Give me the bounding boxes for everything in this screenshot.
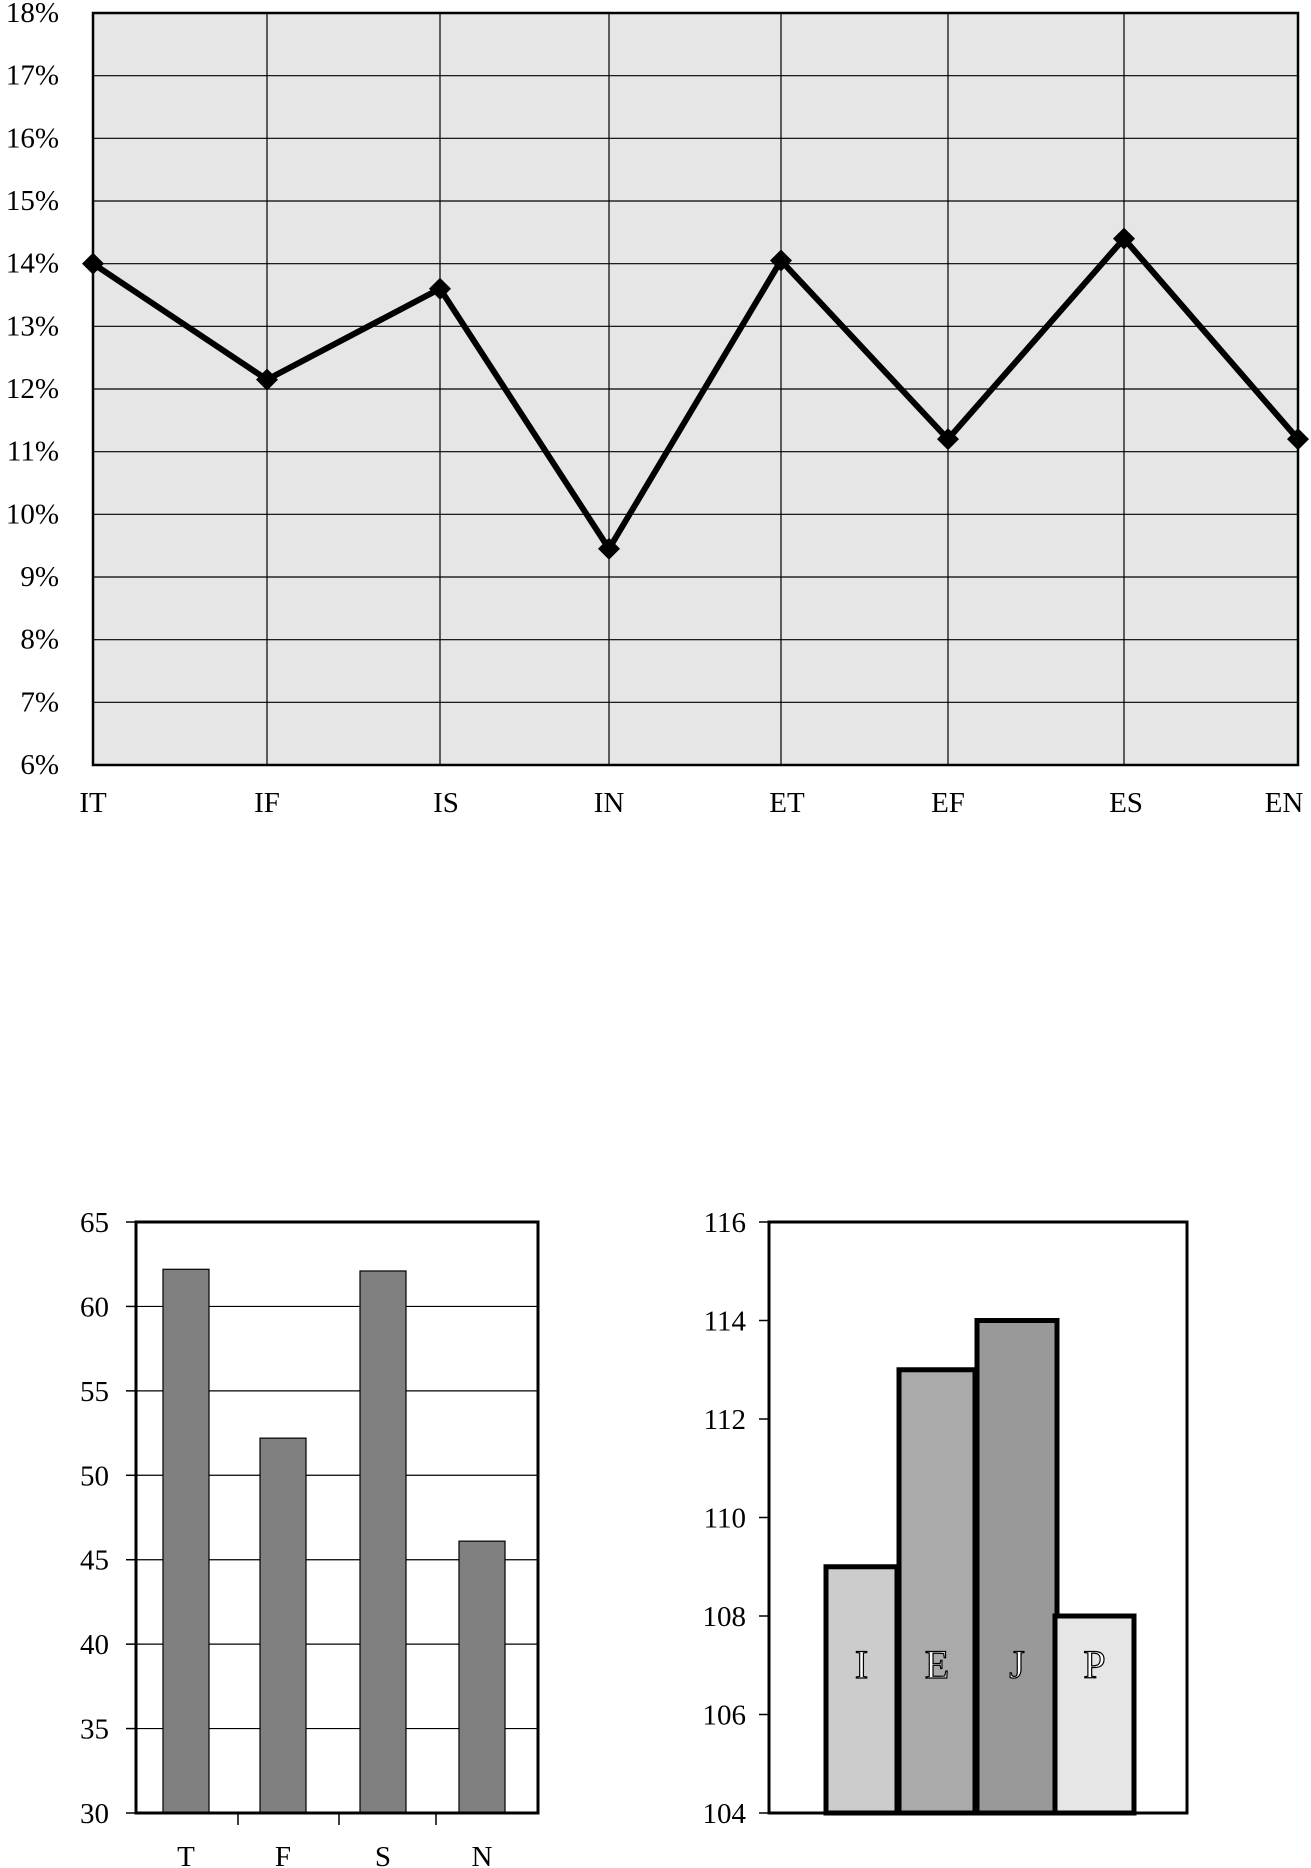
y-tick-label: 15% [6, 185, 59, 217]
y-tick-label: 10% [6, 498, 59, 530]
x-tick-label: ET [769, 787, 805, 819]
bar-label: P [1083, 1642, 1105, 1687]
y-tick-label: 14% [6, 248, 59, 280]
y-tick-label: 18% [6, 0, 59, 29]
y-tick-label: 6% [20, 749, 59, 781]
series-line [91, 234, 1301, 555]
data-point-marker [1287, 428, 1309, 451]
x-tick-label: EN [1265, 787, 1304, 819]
line-chart: 6% 7% 8% 9% 10% 11% 12% 13% 14% 15% 16% 17% 18% IT IF I… [6, 0, 1309, 819]
y-tick-label: 7% [20, 686, 59, 718]
bar [162, 1268, 210, 1814]
bar [1052, 1613, 1137, 1816]
x-tick-label: IT [79, 787, 107, 819]
y-tick-label: 50 [80, 1460, 109, 1492]
y-tick-label: 12% [6, 373, 59, 405]
x-tick-label: S [375, 1841, 391, 1868]
y-tick-label: 116 [704, 1207, 746, 1239]
y-tick-label: 60 [80, 1291, 109, 1323]
plot-frame [134, 1220, 540, 1815]
x-tick-label: IS [433, 787, 459, 819]
y-tick-label: 40 [80, 1629, 109, 1661]
y-tick-label: 106 [703, 1700, 747, 1732]
y-tick-label: 17% [6, 60, 59, 92]
data-point-marker [1113, 227, 1135, 250]
y-tick-label: 104 [703, 1798, 747, 1830]
bar-chart-tfsn: 30 35 40 45 50 55 60 65 T F S N [80, 1207, 540, 1868]
bar-label: I [855, 1642, 868, 1687]
y-tick-label: 55 [80, 1376, 109, 1408]
y-tick-label: 112 [704, 1404, 746, 1436]
bar [896, 1367, 978, 1816]
y-tick-label: 108 [703, 1601, 747, 1633]
x-tick-label: EF [931, 787, 965, 819]
y-tick-label: 16% [6, 122, 59, 154]
x-tick-label: T [177, 1841, 195, 1868]
x-tick-label: N [472, 1841, 493, 1868]
y-tick-label: 35 [80, 1714, 109, 1746]
y-tick-label: 13% [6, 310, 59, 342]
x-tick-label: ES [1109, 787, 1143, 819]
y-tick-label: 30 [80, 1798, 109, 1830]
y-tick-label: 9% [20, 561, 59, 593]
data-point-marker [82, 252, 104, 275]
data-point-marker [256, 368, 278, 391]
bar [458, 1540, 506, 1814]
y-tick-label: 11% [7, 436, 59, 468]
y-tick-label: 65 [80, 1207, 109, 1239]
bar-label: E [925, 1642, 949, 1687]
x-tick-label: IF [254, 787, 280, 819]
bar-chart-iejp: 104 106 108 110 112 114 116 I E J P [703, 1207, 1189, 1830]
bar [259, 1437, 307, 1814]
y-tick-label: 110 [704, 1503, 746, 1535]
data-point-marker [598, 537, 620, 560]
data-point-marker [770, 249, 792, 272]
y-tick-label: 8% [20, 624, 59, 656]
bar [974, 1318, 1060, 1816]
bar-label: J [1009, 1642, 1025, 1687]
bar [823, 1564, 900, 1816]
x-tick-label: IN [594, 787, 625, 819]
x-tick-label: F [275, 1841, 291, 1868]
plot-frame [91, 11, 1300, 767]
y-tick-label: 114 [704, 1306, 747, 1338]
bar [359, 1270, 407, 1814]
data-point-marker [937, 428, 959, 451]
y-tick-label: 45 [80, 1545, 109, 1577]
data-point-marker [429, 277, 451, 300]
